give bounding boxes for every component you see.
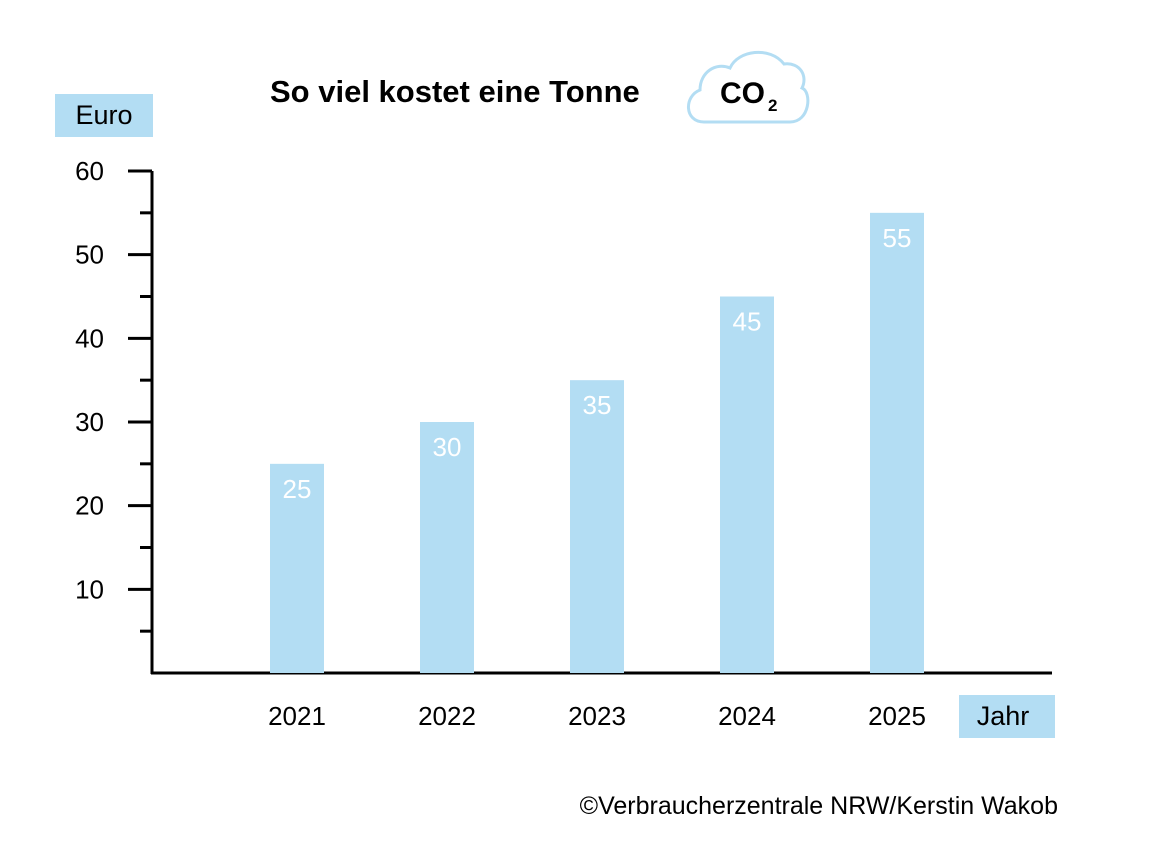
y-ticks: 10 20 30 40 50 60 <box>75 156 152 633</box>
x-tick-label: 2021 <box>268 701 326 731</box>
bar-2023 <box>570 380 624 673</box>
chart-title: So viel kostet eine Tonne <box>270 74 640 109</box>
y-axis-label: Euro <box>75 100 132 130</box>
x-axis-unit-box <box>959 695 1055 738</box>
x-tick-label: 2024 <box>718 701 776 731</box>
bar-value-label: 25 <box>283 474 312 504</box>
y-tick-label: 50 <box>75 240 104 270</box>
y-tick-label: 20 <box>75 491 104 521</box>
x-tick-label: 2025 <box>868 701 926 731</box>
copyright-credit: ©Verbraucherzentrale NRW/Kerstin Wakob <box>580 792 1058 820</box>
x-tick-label: 2022 <box>418 701 476 731</box>
co2-label: CO <box>720 77 765 110</box>
bar-value-label: 35 <box>583 390 612 420</box>
y-tick-label: 30 <box>75 407 104 437</box>
y-tick-label: 10 <box>75 574 104 604</box>
bars: 25 30 35 45 55 <box>270 212 924 674</box>
bar-2025 <box>870 212 924 674</box>
x-axis-label: Jahr <box>977 701 1030 731</box>
bar-value-label: 55 <box>883 223 912 253</box>
y-axis-unit-box <box>55 94 153 137</box>
bar-2024 <box>720 296 774 673</box>
co2-subscript: 2 <box>768 96 777 115</box>
x-tick-labels: 2021 2022 2023 2024 2025 <box>268 701 926 731</box>
y-tick-label: 60 <box>75 156 104 186</box>
y-tick-label: 40 <box>75 323 104 353</box>
co2-cloud-icon <box>687 50 810 124</box>
bar-value-label: 30 <box>433 432 462 462</box>
x-tick-label: 2023 <box>568 701 626 731</box>
bar-2022 <box>420 422 474 673</box>
bar-2021 <box>270 463 324 673</box>
bar-value-label: 45 <box>733 307 762 337</box>
